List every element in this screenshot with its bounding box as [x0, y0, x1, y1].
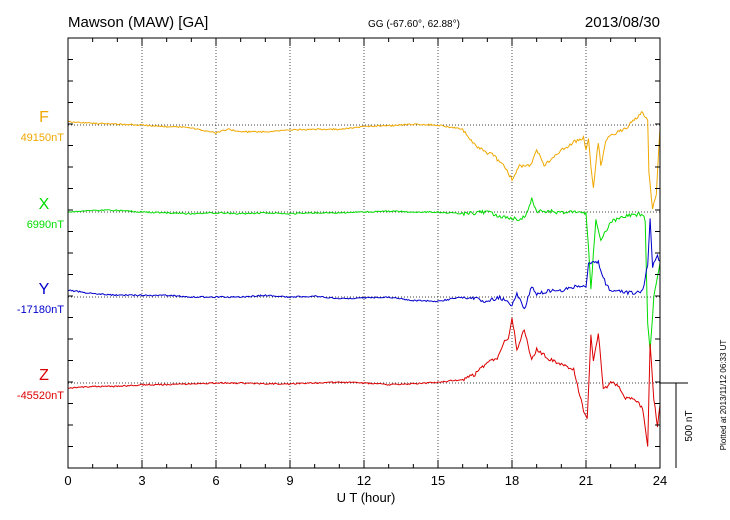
component-name-z: Z: [39, 367, 49, 384]
scale-bar-label: 500 nT: [684, 410, 695, 441]
component-baseline-x: 6990nT: [27, 219, 65, 231]
x-tick-label-18: 18: [505, 473, 519, 488]
x-tick-labels: 0 3 6 9 12 15 18 21 24: [64, 473, 667, 488]
x-tick-label-0: 0: [64, 473, 71, 488]
plot-frame: [67, 37, 661, 469]
x-tick-label-6: 6: [212, 473, 219, 488]
component-name-f: F: [39, 109, 49, 126]
component-labels: F 49150nT X 6990nT Y -17180nT Z -45520nT: [17, 109, 64, 402]
series-line-y: [67, 218, 661, 310]
x-tick-label-15: 15: [431, 473, 445, 488]
x-tick-label-12: 12: [357, 473, 371, 488]
series-line-f: [67, 111, 661, 209]
x-tick-label-3: 3: [138, 473, 145, 488]
scale-bar: 500 nT: [660, 382, 695, 468]
component-name-x: X: [39, 196, 50, 213]
chart-title: Mawson (MAW) [GA]: [68, 14, 208, 31]
x-axis-label: U T (hour): [337, 490, 396, 505]
chart-date: 2013/08/30: [585, 14, 660, 31]
component-baseline-z: -45520nT: [17, 390, 64, 402]
component-baseline-y: -17180nT: [17, 304, 64, 316]
tick-marks: [67, 37, 661, 469]
component-baseline-f: 49150nT: [21, 132, 65, 144]
component-name-y: Y: [39, 281, 50, 298]
series-line-x: [67, 197, 661, 351]
series-line-z: [67, 317, 661, 447]
x-tick-label-24: 24: [653, 473, 667, 488]
station-coordinates: GG (-67.60°, 62.88°): [368, 19, 460, 30]
x-tick-label-21: 21: [579, 473, 593, 488]
series-group: [67, 111, 661, 447]
plotted-timestamp: Plotted at 2013/11/12 06:33 UT: [719, 340, 728, 451]
gridlines: [141, 38, 587, 468]
x-tick-label-9: 9: [286, 473, 293, 488]
